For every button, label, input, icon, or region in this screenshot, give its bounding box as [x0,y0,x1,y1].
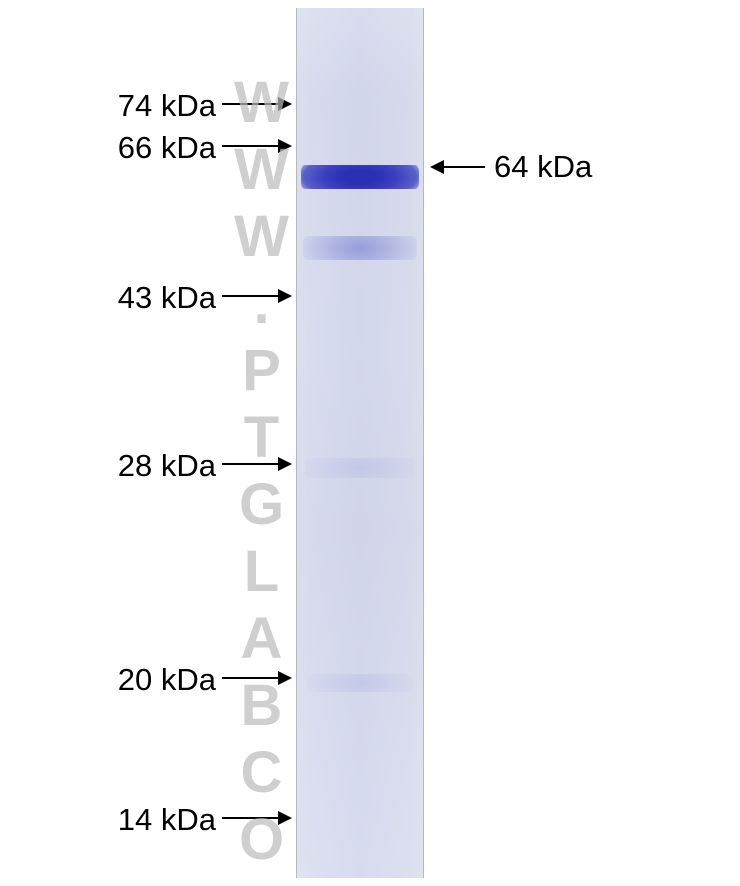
marker-label: 66 kDa [0,130,216,166]
marker-row: 43 kDa [0,280,740,312]
marker-row: 14 kDa [0,802,740,834]
band-main-64kda [301,165,419,189]
marker-label: 28 kDa [0,448,216,484]
marker-label: 74 kDa [0,88,216,124]
marker-label: 43 kDa [0,280,216,316]
band-faint-mid [303,236,417,260]
marker-row: 74 kDa [0,88,740,120]
target-arrow-right [430,157,485,177]
marker-row: 66 kDa [0,130,740,162]
blot-figure: 74 kDa 66 kDa 43 kDa 28 kDa 20 kDa 14 kD… [0,0,740,886]
marker-label: 14 kDa [0,802,216,838]
marker-row: 28 kDa [0,448,740,480]
target-label: 64 kDa [494,149,592,185]
marker-label: 20 kDa [0,662,216,698]
marker-row: 20 kDa [0,662,740,694]
